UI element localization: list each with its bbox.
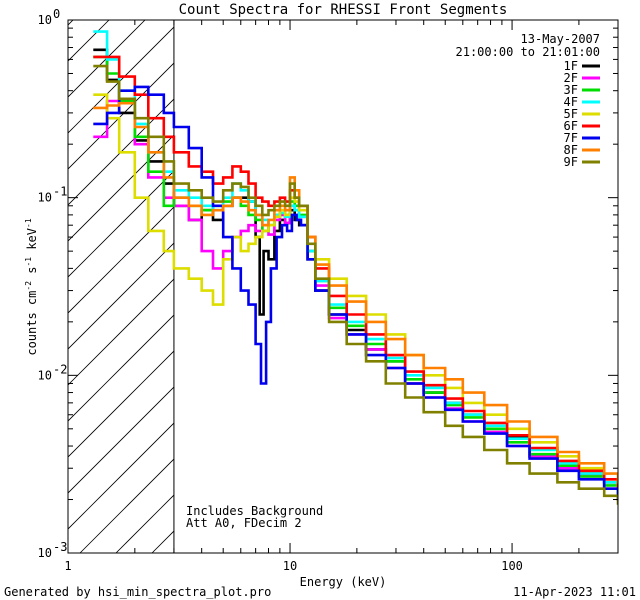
x-tick-labels: 1 10 100 <box>64 559 523 573</box>
legend-label-4F: 4F <box>564 95 578 109</box>
legend-label-3F: 3F <box>564 83 578 97</box>
y-label-part: keV <box>25 228 39 257</box>
note-background: Includes Background <box>186 504 323 518</box>
hatch-line <box>68 20 110 62</box>
series-layer <box>93 30 618 505</box>
y-tick-exponent: -1 <box>53 185 67 199</box>
series-5F <box>93 93 618 490</box>
legend-label-7F: 7F <box>564 131 578 145</box>
y-label-exp: -1 <box>24 257 33 267</box>
legend-label-6F: 6F <box>564 119 578 133</box>
y-label-exp: -1 <box>24 218 33 228</box>
y-tick-label: 10 <box>38 191 52 205</box>
hatch-line <box>79 458 174 553</box>
plot-frame <box>67 19 619 554</box>
legend-label-5F: 5F <box>564 107 578 121</box>
y-axis-label: counts cm-2 s-1 keV-1 <box>24 218 39 355</box>
x-tick-label: 100 <box>501 559 523 573</box>
hatch-line <box>68 350 174 458</box>
hatch-line <box>68 134 174 242</box>
footer-timestamp: 11-Apr-2023 11:01 <box>513 585 636 599</box>
hatch-line <box>68 20 146 98</box>
hatch-line <box>68 314 174 422</box>
hatch-line <box>68 170 174 278</box>
hatch-line <box>68 422 174 530</box>
annotation-time-range: 21:00:00 to 21:01:00 <box>456 45 601 59</box>
y-tick-exponent: 0 <box>53 7 60 21</box>
annotation-date: 13-May-2007 <box>521 32 600 46</box>
hatch-line <box>68 242 174 350</box>
y-label-part: counts cm <box>25 291 39 356</box>
y-label-exp: -2 <box>24 281 33 291</box>
y-tick-label: 10 <box>38 13 52 27</box>
hatch-line <box>68 26 174 134</box>
note-attenuator: Att A0, FDecim 2 <box>186 516 302 530</box>
x-axis-label: Energy (keV) <box>300 575 387 589</box>
legend-label-8F: 8F <box>564 143 578 157</box>
series-9F <box>93 64 618 505</box>
y-tick-label: 10 <box>38 368 52 382</box>
legend-label-1F: 1F <box>564 59 578 73</box>
axis-ticks <box>67 19 619 554</box>
legend-label-2F: 2F <box>564 71 578 85</box>
x-tick-label: 1 <box>64 559 71 573</box>
hatch-line <box>68 386 174 494</box>
legend-label-9F: 9F <box>564 155 578 169</box>
footer-generated-by: Generated by hsi_min_spectra_plot.pro <box>4 585 271 599</box>
chart-title: Count Spectra for RHESSI Front Segments <box>179 2 508 18</box>
x-tick-label: 10 <box>283 559 297 573</box>
y-tick-exponent: -2 <box>53 362 67 376</box>
y-tick-label: 10 <box>38 546 52 560</box>
shaded-region <box>0 0 174 553</box>
y-label-part: s <box>25 267 39 281</box>
series-8F <box>93 101 618 484</box>
y-tick-exponent: -3 <box>53 540 67 554</box>
hatch-line <box>68 278 174 386</box>
series-7F <box>93 85 618 501</box>
hatch-line <box>0 0 104 553</box>
hatch-line <box>68 206 174 314</box>
